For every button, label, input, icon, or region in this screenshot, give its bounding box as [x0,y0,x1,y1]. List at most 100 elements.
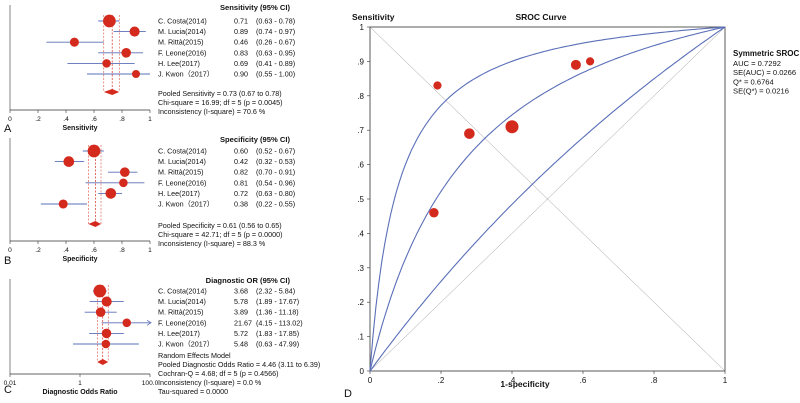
study-estimate: 0.71 [234,17,248,26]
study-ci-text: (0.70 - 0.91) [256,168,295,177]
x-tick-label: .2 [35,116,41,123]
study-ci-text: (0.63 - 0.78) [256,17,295,26]
pooled-stat-line: Inconsistency (I-square) = 0.0 % [158,378,262,387]
x-tick-label: .8 [119,116,125,123]
study-point [93,284,107,298]
pooled-diamond [97,359,109,365]
study-point [101,296,112,307]
study-estimate: 0.46 [234,38,248,47]
pooled-stat-line: Tau-squared = 0.0000 [158,387,228,396]
x-tick-label: 1 [148,116,152,123]
pooled-stat-line: Inconsistency (I-square) = 88.3 % [158,239,266,248]
x-tick-label: 0 [8,116,12,123]
x-tick-label: 0 [368,376,373,385]
y-tick-label: .4 [357,229,364,238]
study-name: M. Lucia(2014) [158,297,206,306]
forest-panel-sensitivity: Sensitivity (95% CI) 0 .2 .4 .6 .8 1 Sensitivit… [4,3,295,135]
pooled-stat-line: Chi-square = 16.99; df = 5 (p = 0.0045) [158,98,282,107]
study-name: F. Leone(2016) [158,318,206,327]
y-tick-label: .2 [357,298,364,307]
y-tick-label: 0 [360,367,365,376]
y-tick-label: .9 [357,57,364,66]
study-name: H. Lee(2017) [158,329,200,338]
study-name: M. Rittà(2015) [158,308,204,317]
study-estimate: 3.68 [234,287,248,296]
sroc-upper-ci-curve [369,26,726,371]
study-name: C. Costa(2014) [158,147,207,156]
study-ci-text: (0.22 - 0.55) [256,200,295,209]
x-axis-title: Diagnostic Odds Ratio [42,389,117,396]
study-ci-text: (0.63 - 0.95) [256,48,295,57]
study-estimate: 0.69 [234,59,248,68]
study-name: C. Costa(2014) [158,17,207,26]
study-name: M. Lucia(2014) [158,157,206,166]
study-ci-text: (4.15 - 113.02) [256,318,303,327]
study-ci-text: (0.54 - 0.96) [256,178,295,187]
study-name: H. Lee(2017) [158,189,200,198]
x-tick-label: .4 [63,247,69,254]
pooled-stat-line: Random Effects Model [158,351,231,360]
study-point [120,167,130,177]
legend-stat-line: SE(Q*) = 0.0216 [733,87,789,96]
study-ci-text: (0.63 - 47.99) [256,340,299,349]
x-tick-label: .6 [91,247,97,254]
legend-stat-line: SE(AUC) = 0.0266 [733,68,796,77]
study-point [95,307,106,318]
x-tick-label: 100.0 [142,380,159,387]
pooled-stat-line: Pooled Specificity = 0.61 (0.56 to 0.65) [158,221,282,230]
study-point [129,26,140,37]
study-estimate: 0.72 [234,189,248,198]
x-tick-label: 0.01 [4,380,17,387]
study-ci-text: (0.52 - 0.67) [256,147,295,156]
x-tick-label: .2 [438,376,445,385]
y-tick-label: .8 [357,92,364,101]
study-ci-text: (0.63 - 0.80) [256,189,295,198]
panel-letter: A [4,123,12,135]
pooled-stat-line: Inconsistency (I-square) = 70.6 % [158,107,266,116]
study-point [63,156,75,167]
study-estimate: 0.60 [234,147,248,156]
study-estimate: 0.82 [234,168,248,177]
x-axis-title: 1-specificity [500,379,549,389]
study-estimate: 0.90 [234,70,248,79]
study-ci-text: (0.74 - 0.97) [256,27,295,36]
pooled-stat-line: Pooled Diagnostic Odds Ratio = 4.46 (3.1… [158,360,320,369]
study-ci-text: (0.26 - 0.67) [256,38,295,47]
study-ci-text: (1.83 - 17.85) [256,329,299,338]
pooled-stat-line: Pooled Sensitivity = 0.73 (0.67 to 0.78) [158,89,282,98]
y-tick-label: .3 [357,264,364,273]
forest-title: Sensitivity (95% CI) [220,3,291,12]
x-tick-label: .8 [119,247,125,254]
study-name: M. Rittà(2015) [158,168,204,177]
study-ci-text: (2.32 - 5.84) [256,287,295,296]
study-point [464,128,475,139]
study-point [433,81,442,90]
study-estimate: 0.38 [234,200,248,209]
study-ci-text: (0.41 - 0.89) [256,59,295,68]
study-point [58,199,68,209]
y-tick-label: .6 [357,161,364,170]
forest-panel-specificity: Specificity (95% CI) 0 .2 .4 .6 .8 1 Specificit… [4,135,295,267]
forest-title: Specificity (95% CI) [220,135,291,144]
study-point [101,328,112,339]
x-axis-title: Specificity [62,256,97,263]
x-tick-label: .4 [509,376,516,385]
x-tick-label: .2 [35,247,41,254]
study-point [69,37,79,47]
x-tick-label: 1 [78,380,82,387]
study-estimate: 0.89 [234,27,248,36]
study-name: J. Kwon（2017） [158,340,214,349]
study-name: J. Kwon（2017） [158,200,214,209]
study-point [505,120,519,134]
study-point [103,14,116,28]
study-estimate: 0.83 [234,48,248,57]
study-name: M. Lucia(2014) [158,27,206,36]
study-name: M. Rittà(2015) [158,38,204,47]
study-estimate: 5.48 [234,340,248,349]
legend-title: Symmetric SROC [733,49,799,58]
pooled-diamond [88,221,101,227]
panel-letter: B [4,255,11,267]
study-estimate: 3.89 [234,308,248,317]
y-tick-label: .1 [357,333,364,342]
